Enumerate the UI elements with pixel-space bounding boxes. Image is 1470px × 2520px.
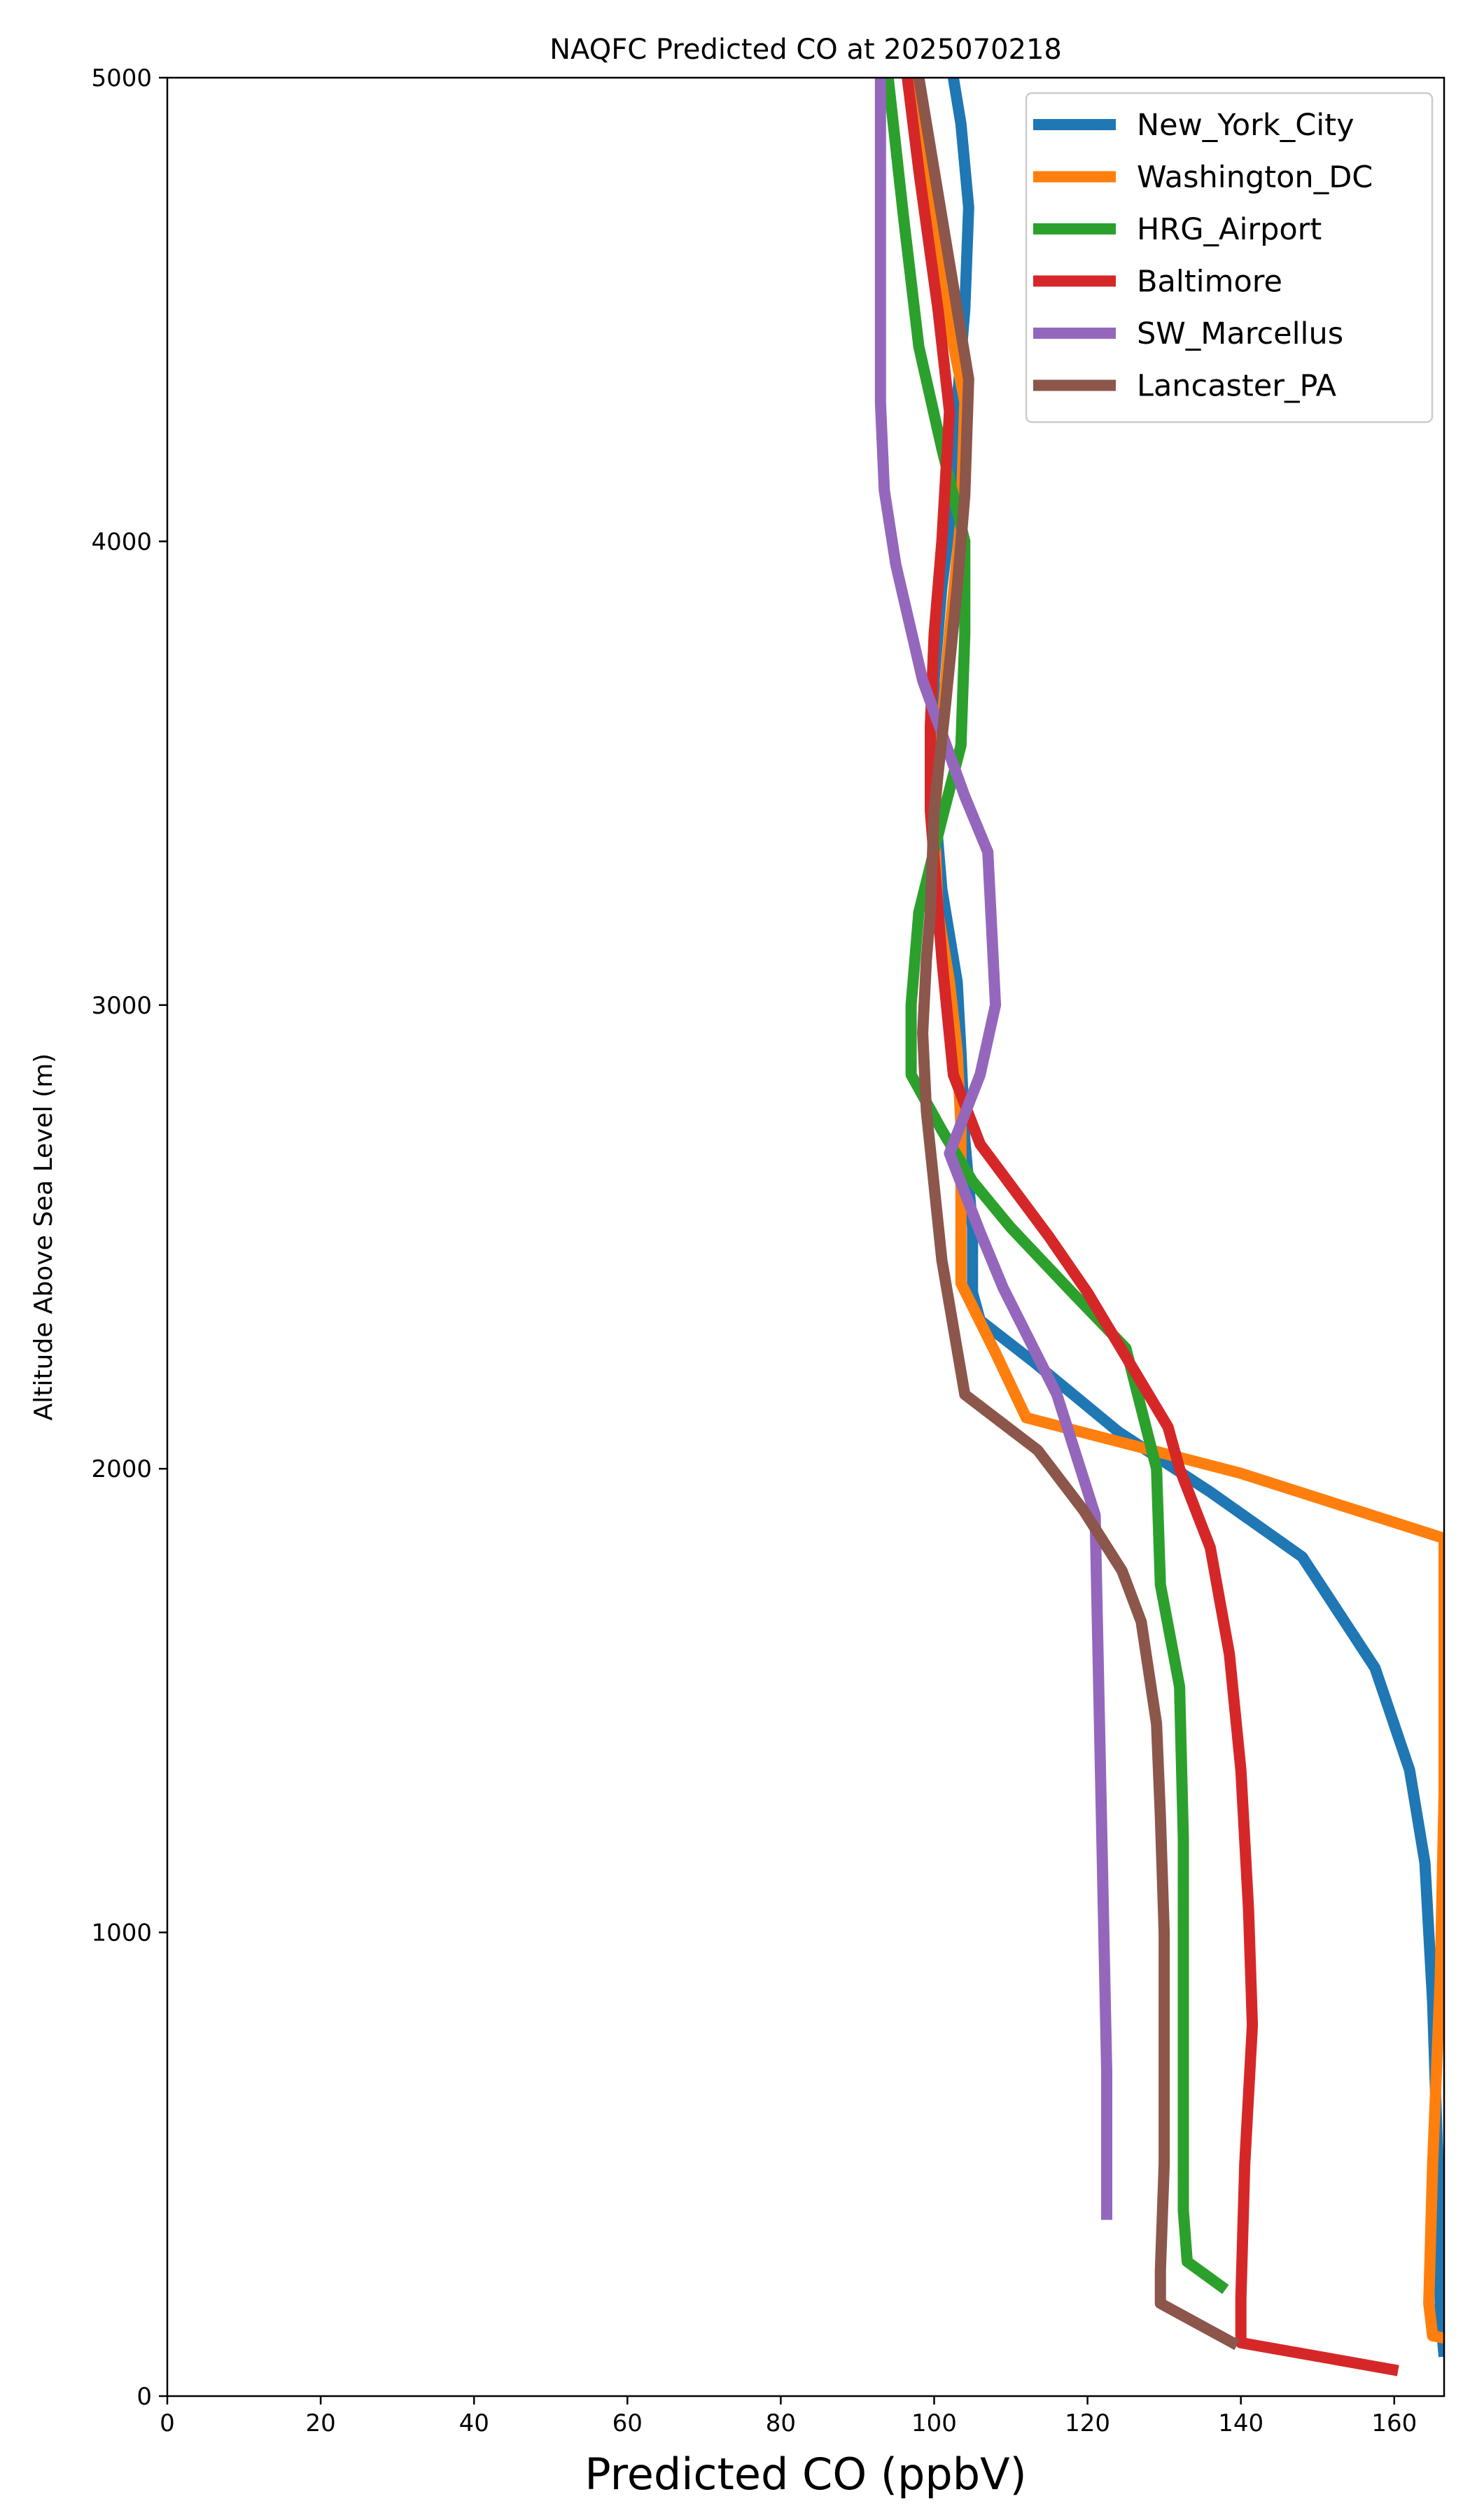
x-tick-label: 120 (1065, 2409, 1110, 2437)
x-tick-label: 20 (305, 2409, 335, 2437)
y-axis: 0 1000 2000 3000 4000 5000 (91, 64, 167, 2411)
y-tick-label: 4000 (91, 528, 152, 556)
legend: New_York_City Washington_DC HRG_Airport Bal… (1025, 92, 1434, 424)
legend-label: SW_Marcellus (1137, 316, 1343, 351)
y-tick-label: 1000 (91, 1919, 152, 1947)
x-tick-label: 100 (911, 2409, 957, 2437)
x-axis-label: Predicted CO (ppbV) (584, 2449, 1026, 2500)
y-tick-label: 5000 (91, 64, 152, 92)
y-tick-label: 0 (136, 2383, 152, 2411)
series-line-lancaster-pa (913, 78, 1240, 2351)
x-tick-label: 60 (612, 2409, 643, 2437)
y-axis-label: Altitude Above Sea Level (m) (29, 1054, 58, 1421)
legend-label: Lancaster_PA (1137, 369, 1337, 404)
x-tick-label: 80 (766, 2409, 796, 2437)
x-axis: 0 20 40 60 80 100 120 140 160 (160, 2396, 1417, 2437)
y-tick-label: 2000 (91, 1455, 152, 1483)
series-lines (874, 78, 1444, 2376)
x-tick-label: 140 (1218, 2409, 1264, 2437)
legend-box (1025, 92, 1434, 424)
x-tick-label: 160 (1371, 2409, 1417, 2437)
series-line-sw-marcellus (874, 78, 1112, 2220)
plot-frame (166, 76, 1446, 2398)
x-tick-label: 0 (160, 2409, 175, 2437)
series-line-new-york-city (928, 78, 1444, 2358)
legend-label: HRG_Airport (1137, 212, 1322, 247)
legend-label: Washington_DC (1137, 160, 1373, 195)
series-line-baltimore (902, 78, 1399, 2376)
legend-label: New_York_City (1137, 108, 1354, 143)
x-tick-label: 40 (459, 2409, 489, 2437)
chart-title: NAQFC Predicted CO at 2025070218 (550, 34, 1062, 66)
legend-label: Baltimore (1137, 265, 1282, 300)
y-tick-label: 3000 (91, 992, 152, 1020)
